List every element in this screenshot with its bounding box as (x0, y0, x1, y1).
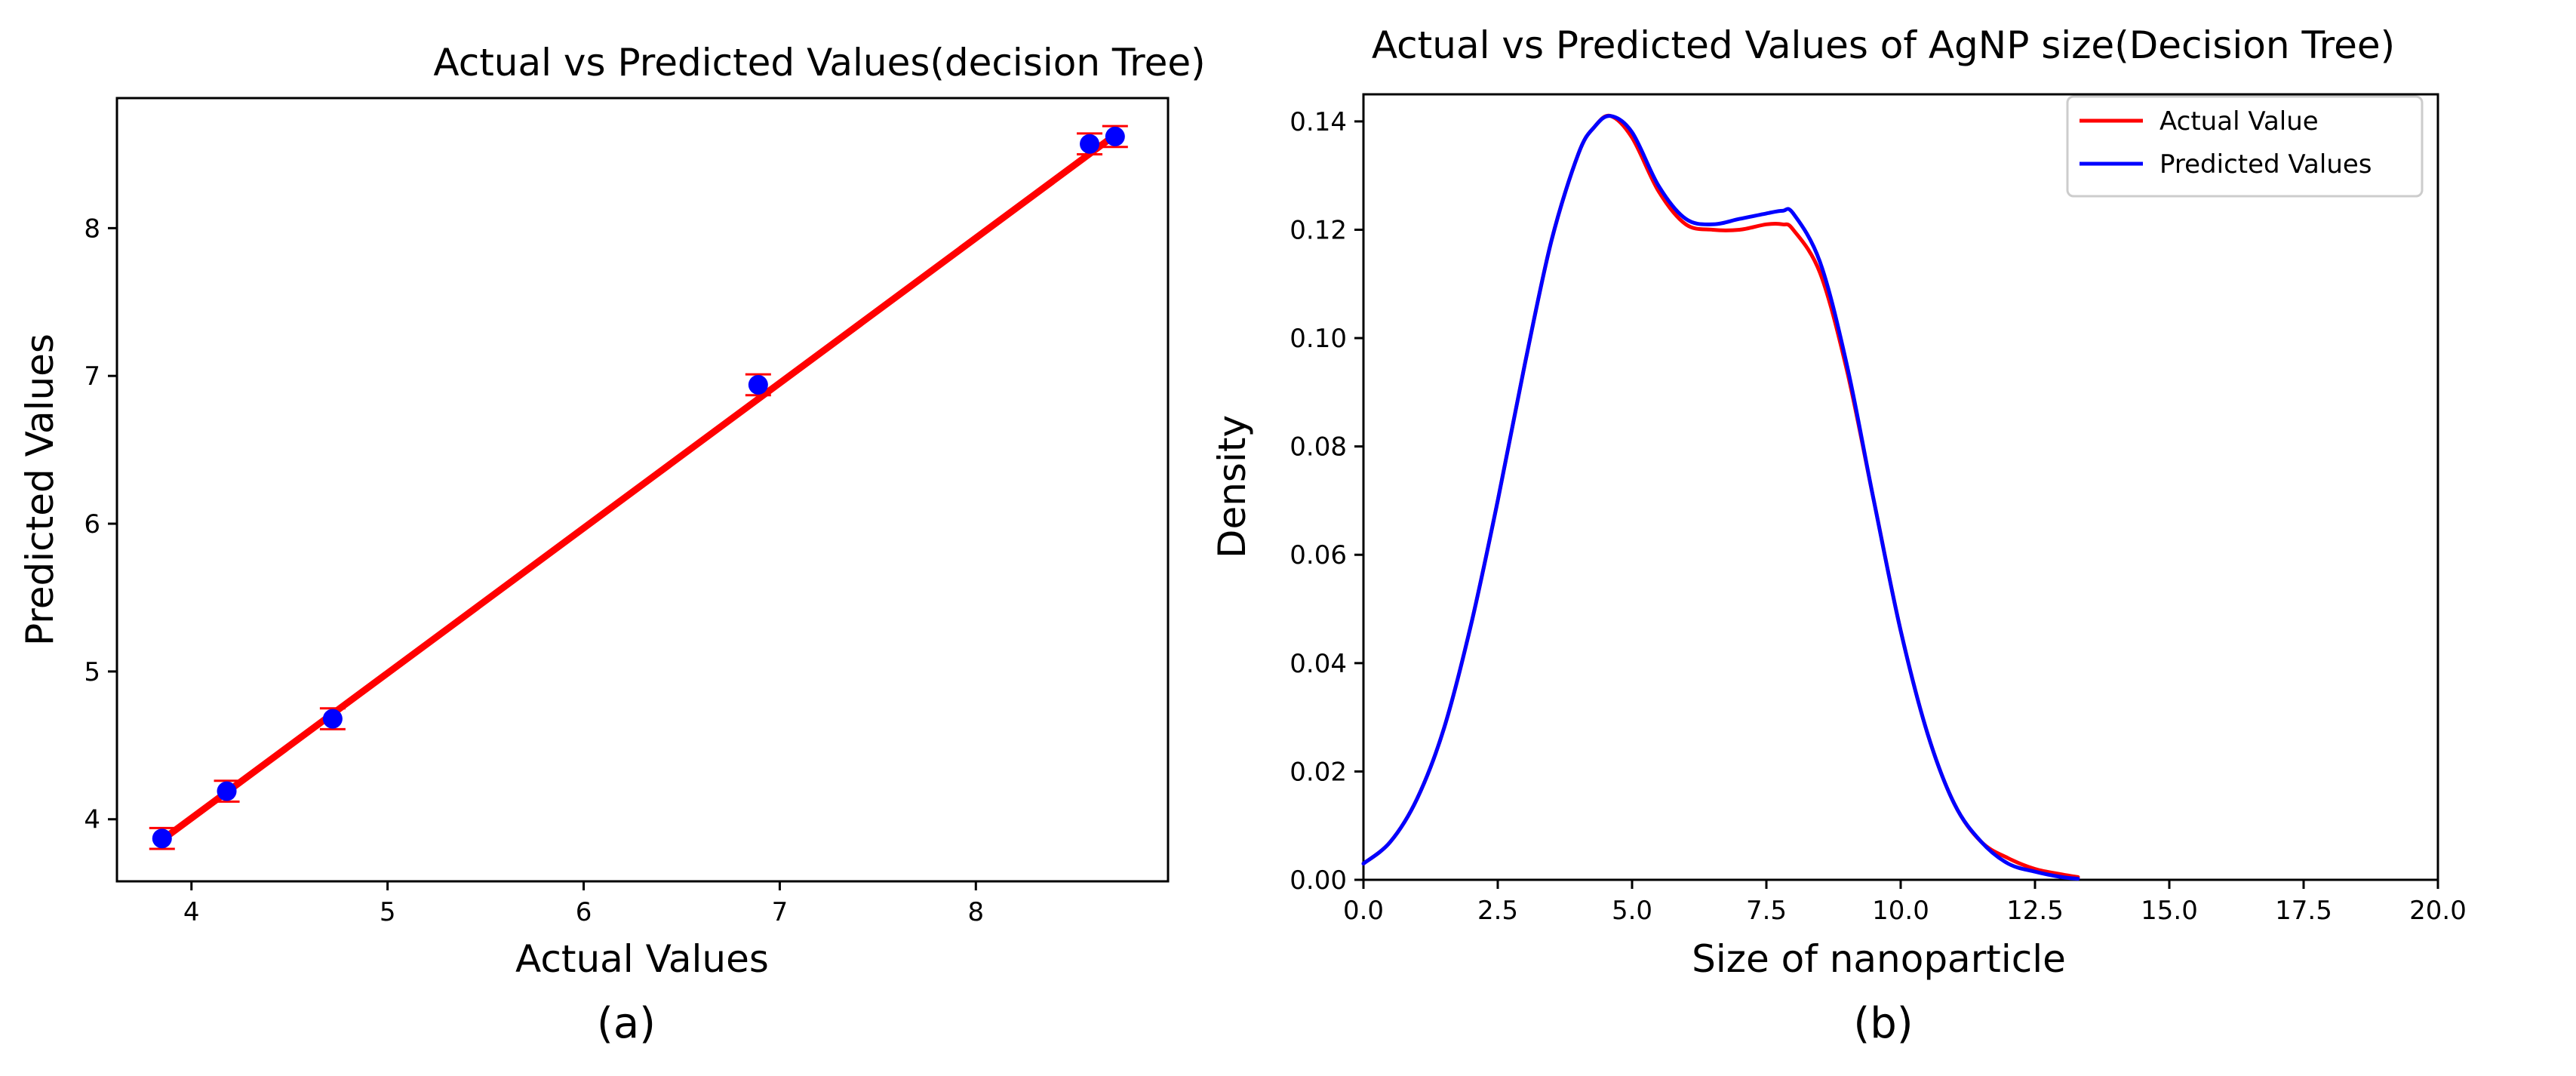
data-point (1080, 134, 1100, 154)
y-tick-label: 0.08 (1290, 432, 1347, 463)
panel-b-ticks: 0.0 2.5 5.0 7.5 10.0 12.5 15.0 17.5 20.0 0.00 0.02… (1290, 107, 2467, 926)
panel-b-series-lines (1361, 113, 2080, 881)
legend-box (2066, 95, 2424, 198)
panel-a-scatter: Actual vs Predicted Values(decision Tree… (18, 41, 1206, 1048)
y-tick-label: 4 (84, 805, 100, 835)
panel-b-y-axis-label: Density (1210, 415, 1254, 558)
y-tick-label: 0.04 (1290, 649, 1347, 679)
panel-b-plot-frame (1362, 93, 2439, 881)
x-tick-label: 4 (183, 897, 200, 927)
legend: Actual Value Predicted Values (2066, 95, 2424, 198)
y-tick-label: 0.12 (1290, 215, 1347, 245)
data-point-group (745, 373, 771, 397)
panel-a-plot-frame (115, 97, 1170, 883)
panel-a-fit-line-group (158, 130, 1120, 844)
y-tick-label: 0.00 (1290, 865, 1347, 896)
y-tick-label: 8 (84, 214, 100, 244)
panel-a-points (149, 125, 1128, 850)
panel-b-title: Actual vs Predicted Values of AgNP size(… (1372, 23, 2395, 67)
x-tick-label: 6 (576, 897, 592, 927)
series-line-predicted (1361, 114, 2080, 881)
legend-label-predicted: Predicted Values (2159, 149, 2372, 180)
x-tick-label: 5.0 (1612, 896, 1652, 926)
data-point-group (214, 779, 240, 803)
panel-b-density: Actual vs Predicted Values of AgNP size(… (1210, 23, 2467, 1048)
x-tick-label: 0.0 (1343, 896, 1384, 926)
data-point (152, 829, 172, 849)
x-tick-label: 10.0 (1872, 896, 1929, 926)
y-tick-label: 6 (84, 509, 100, 540)
legend-label-actual: Actual Value (2159, 106, 2319, 137)
y-tick-label: 0.14 (1290, 107, 1347, 137)
data-point (748, 374, 768, 395)
data-point-group (149, 826, 175, 850)
y-tick-label: 0.06 (1290, 540, 1347, 570)
x-tick-label: 7 (772, 897, 788, 927)
x-tick-label: 2.5 (1477, 896, 1518, 926)
panel-a-y-axis-label: Predicted Values (18, 334, 62, 646)
data-point (217, 781, 237, 801)
x-tick-label: 7.5 (1746, 896, 1787, 926)
panel-b-x-axis-label: Size of nanoparticle (1692, 937, 2066, 981)
y-tick-label: 0.02 (1290, 757, 1347, 787)
series-line-actual (1361, 113, 2080, 879)
panel-a-x-axis-label: Actual Values (515, 937, 769, 981)
panel-b-caption: (b) (1853, 999, 1913, 1048)
data-point-group (1077, 132, 1103, 156)
panel-a-caption: (a) (597, 999, 656, 1048)
data-point (1105, 126, 1125, 146)
panel-a-title: Actual vs Predicted Values(decision Tree… (433, 41, 1205, 85)
data-point-group (1102, 125, 1128, 149)
y-tick-label: 7 (84, 361, 100, 392)
x-tick-label: 20.0 (2409, 896, 2467, 926)
y-tick-label: 5 (84, 657, 100, 687)
data-point-group (319, 707, 346, 730)
x-tick-label: 8 (967, 897, 984, 927)
x-tick-label: 5 (380, 897, 396, 927)
x-tick-label: 17.5 (2275, 896, 2332, 926)
x-tick-label: 12.5 (2006, 896, 2064, 926)
panel-a-ticks: 4 5 6 7 8 4 5 6 7 8 (84, 214, 984, 927)
x-tick-label: 15.0 (2141, 896, 2198, 926)
data-point (322, 709, 343, 729)
y-tick-label: 0.10 (1290, 324, 1347, 354)
fit-line (158, 130, 1120, 844)
